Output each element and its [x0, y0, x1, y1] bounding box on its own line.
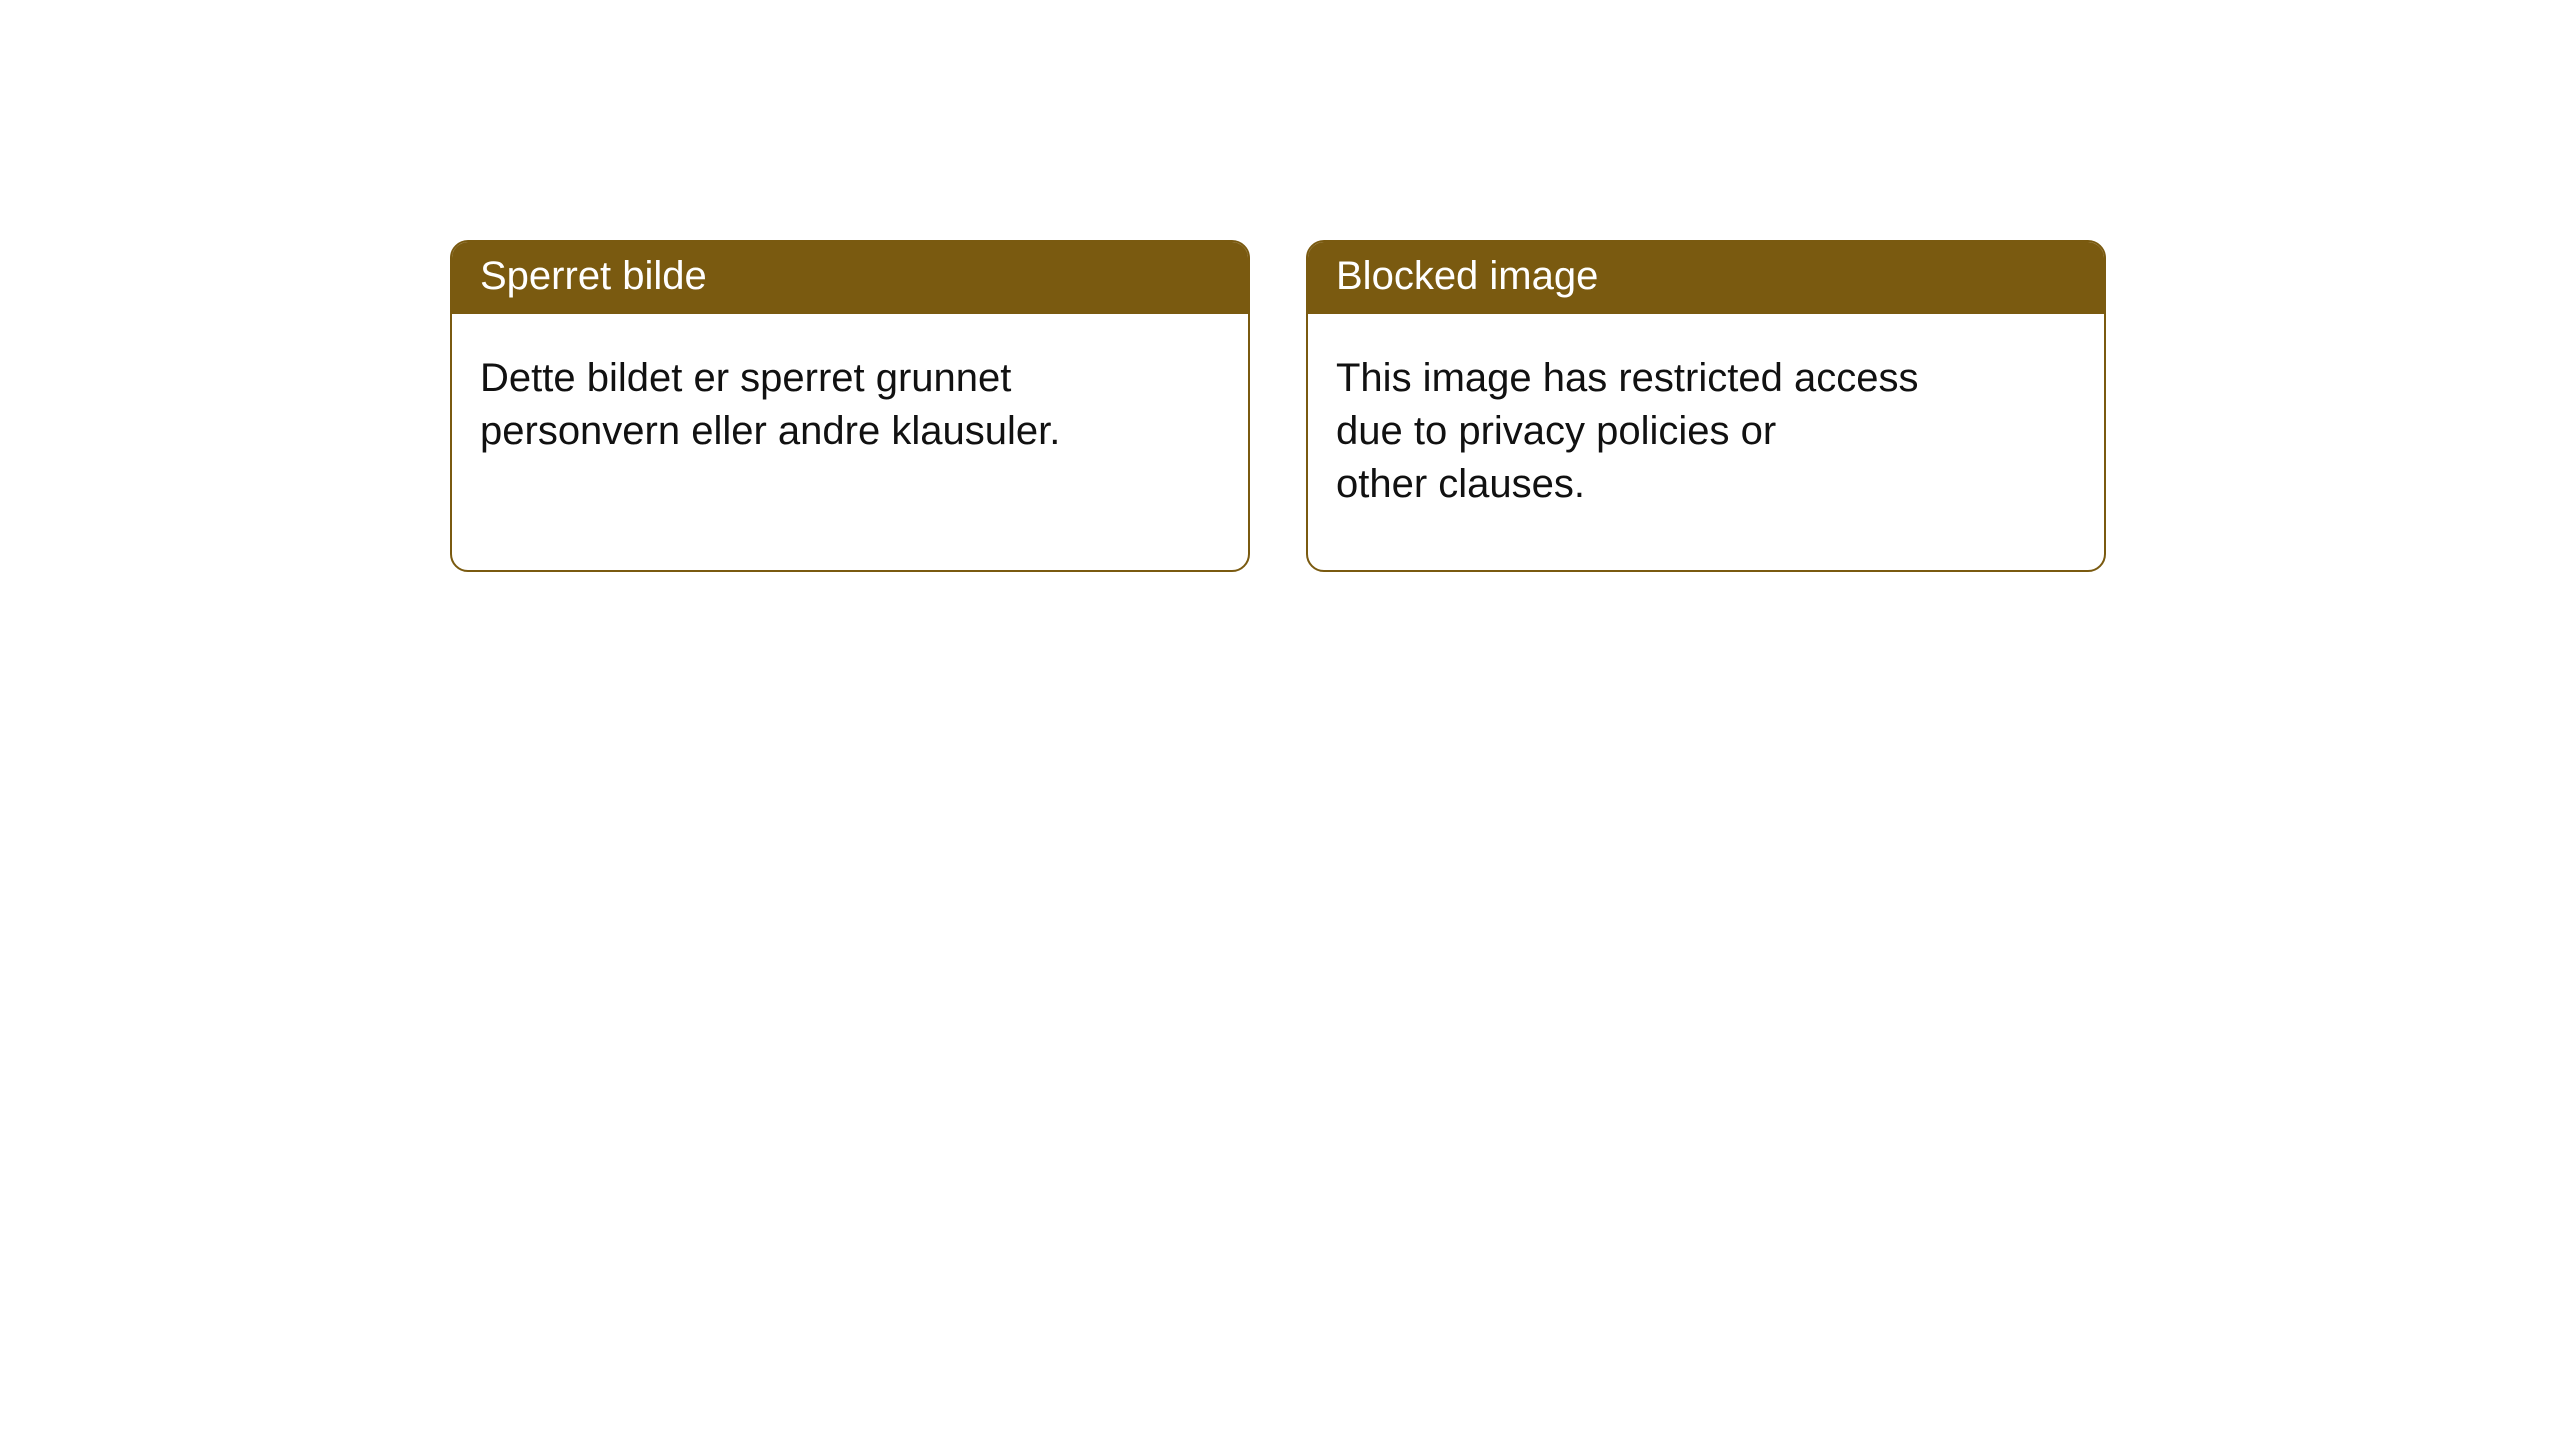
notice-container: Sperret bilde Dette bildet er sperret gr…: [0, 0, 2560, 572]
notice-card-body: Dette bildet er sperret grunnet personve…: [452, 314, 1248, 524]
notice-card-body: This image has restricted access due to …: [1308, 314, 2104, 570]
notice-card-title: Blocked image: [1308, 242, 2104, 314]
notice-card-norwegian: Sperret bilde Dette bildet er sperret gr…: [450, 240, 1250, 572]
notice-card-body-text: This image has restricted access due to …: [1336, 352, 1976, 510]
notice-card-body-text: Dette bildet er sperret grunnet personve…: [480, 352, 1120, 458]
notice-card-english: Blocked image This image has restricted …: [1306, 240, 2106, 572]
notice-card-title: Sperret bilde: [452, 242, 1248, 314]
